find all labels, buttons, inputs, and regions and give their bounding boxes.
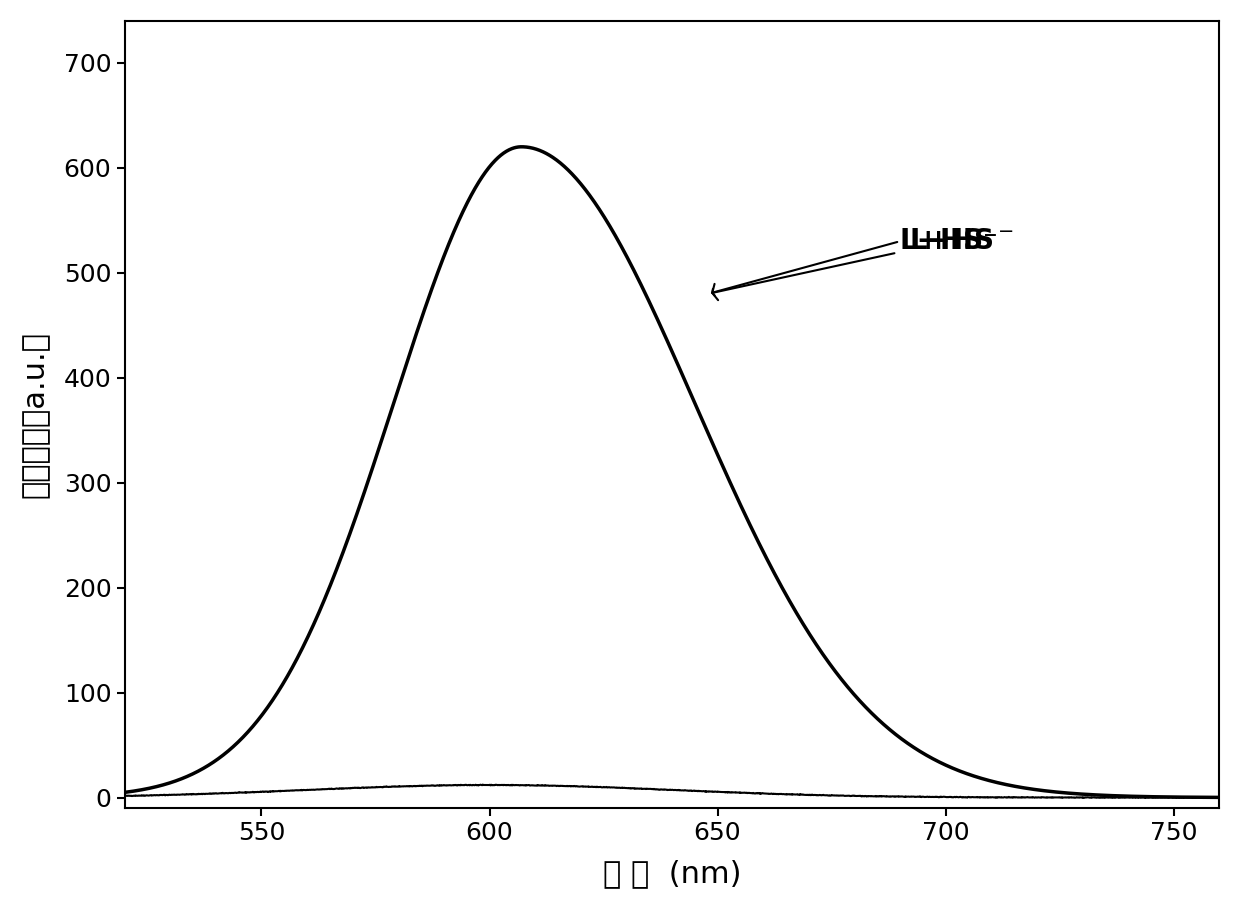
X-axis label: 波 长  (nm): 波 长 (nm) — [603, 859, 742, 888]
Y-axis label: 荧光强度（a.u.）: 荧光强度（a.u.） — [21, 331, 50, 498]
Text: L+HS$^-$: L+HS$^-$ — [909, 227, 1013, 255]
Text: L+HS⁻: L+HS⁻ — [712, 227, 998, 300]
